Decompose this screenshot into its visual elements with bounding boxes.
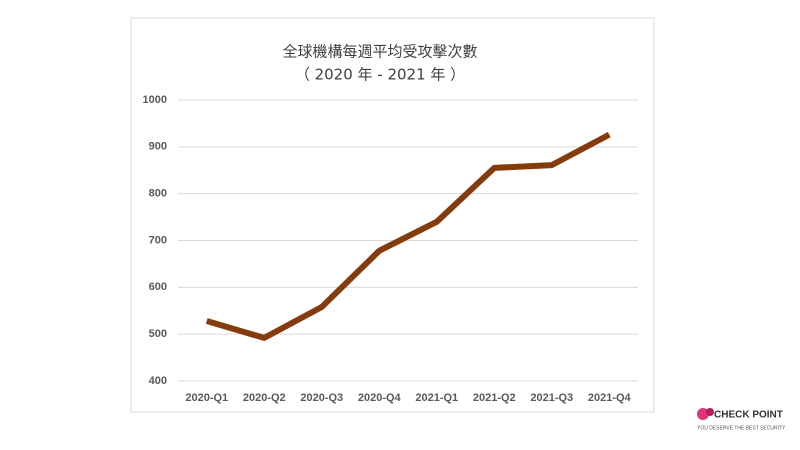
- x-tick-label: 2021-Q1: [415, 392, 458, 404]
- x-tick-label: 2020-Q1: [185, 392, 228, 404]
- x-tick-label: 2020-Q2: [243, 392, 286, 404]
- chart-title: 全球機構每週平均受攻擊次數: [282, 43, 477, 61]
- x-tick-label: 2021-Q2: [473, 392, 516, 404]
- y-tick-label: 900: [149, 141, 167, 153]
- y-tick-label: 1000: [143, 94, 167, 106]
- logo-icon: [706, 408, 714, 416]
- chart-frame: [130, 17, 655, 413]
- y-tick-label: 500: [149, 328, 167, 340]
- line-series: [205, 132, 611, 341]
- y-tick-label: 800: [149, 188, 167, 200]
- logo-name: CHECK POINT: [714, 410, 783, 421]
- logo: CHECK POINT YOU DESERVE THE BEST SECURIT…: [697, 408, 786, 431]
- chart-subtitle: （ 2020 年 - 2021 年 ）: [295, 66, 465, 84]
- x-tick-label: 2021-Q3: [530, 392, 573, 404]
- y-tick-label: 600: [149, 281, 167, 293]
- logo-tagline: YOU DESERVE THE BEST SECURITY: [697, 425, 786, 431]
- y-tick-label: 400: [149, 375, 167, 387]
- x-tick-label: 2020-Q4: [358, 392, 402, 404]
- y-tick-label: 700: [149, 234, 167, 246]
- x-tick-label: 2021-Q4: [588, 392, 632, 404]
- logo-icon: [697, 408, 709, 420]
- x-tick-label: 2020-Q3: [300, 392, 343, 404]
